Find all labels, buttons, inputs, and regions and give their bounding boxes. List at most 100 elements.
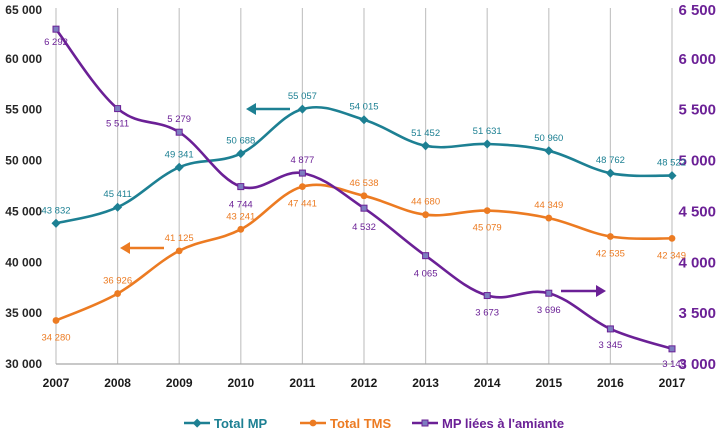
marker-tms <box>607 233 614 240</box>
right-axis-ticks: 3 000 3 500 4 000 4 500 5 000 5 500 6 000 6 500 <box>678 2 716 373</box>
annotation-arrow-tms-head <box>120 242 130 254</box>
data-label-amiante: 5 511 <box>106 119 129 130</box>
data-label-tms: 44 349 <box>534 200 563 211</box>
marker-amiante <box>545 289 553 297</box>
marker-tms <box>175 247 183 255</box>
annotation-arrow-amiante-head <box>596 285 606 297</box>
data-label-amiante: 3 149 <box>662 359 686 370</box>
x-tick-label: 2012 <box>351 376 378 390</box>
data-label-amiante: 4 877 <box>291 155 315 166</box>
data-label-amiante: 4 065 <box>414 269 438 280</box>
marker-mp <box>421 141 431 151</box>
left-tick-label: 60 000 <box>5 52 42 66</box>
data-label-tms: 45 079 <box>473 223 502 234</box>
x-tick-label: 2010 <box>227 376 254 390</box>
data-label-tms: 44 680 <box>411 197 440 208</box>
data-label-mp: 54 015 <box>349 102 378 113</box>
data-label-mp: 48 522 <box>657 158 686 169</box>
annotation-arrow-amiante <box>561 285 606 297</box>
series-lines <box>54 28 673 351</box>
legend-label-mp: Total MP <box>214 416 268 431</box>
x-tick-label: 2014 <box>474 376 501 390</box>
annotation-arrow-mp <box>246 103 290 115</box>
legend-item-mp: Total MP <box>184 416 268 431</box>
data-label-mp: 49 341 <box>165 149 194 160</box>
left-tick-label: 50 000 <box>5 154 42 168</box>
x-tick-label: 2016 <box>597 376 624 390</box>
data-label-mp: 55 057 <box>288 91 317 102</box>
right-tick-label: 6 500 <box>678 2 716 19</box>
right-tick-label: 4 000 <box>678 254 716 271</box>
legend-label-tms: Total TMS <box>330 416 391 431</box>
marker-mp <box>605 168 615 178</box>
data-label-amiante: 4 532 <box>352 222 376 233</box>
x-tick-label: 2013 <box>412 376 439 390</box>
legend-item-amiante: MP liées à l'amiante <box>412 416 564 431</box>
left-axis-ticks: 30 000 35 000 40 000 45 000 50 000 55 000 60 0… <box>5 3 42 371</box>
marker-amiante <box>360 204 368 212</box>
marker-tms <box>422 211 429 219</box>
data-label-tms: 47 441 <box>288 199 317 210</box>
marker-amiante <box>114 105 122 113</box>
right-tick-label: 4 500 <box>678 203 716 220</box>
marker-tms <box>483 207 491 215</box>
data-label-tms: 46 538 <box>349 178 378 189</box>
legend: Total MP Total TMS MP liées à l'amiante <box>184 416 564 431</box>
marker-amiante <box>298 169 306 177</box>
annotation-arrows <box>120 103 606 297</box>
x-tick-label: 2009 <box>166 376 193 390</box>
x-tick-label: 2017 <box>659 376 686 390</box>
data-label-tms: 34 280 <box>41 332 70 343</box>
data-label-amiante: 4 744 <box>229 200 253 211</box>
marker-amiante <box>483 292 491 300</box>
data-label-amiante: 5 279 <box>167 114 191 125</box>
marker-amiante <box>52 25 60 33</box>
legend-item-tms: Total TMS <box>300 416 391 431</box>
marker-mp <box>174 162 184 172</box>
data-label-mp: 51 631 <box>473 126 502 137</box>
marker-amiante <box>668 345 676 353</box>
marker-mp <box>297 104 307 114</box>
marker-mp <box>482 139 492 149</box>
data-label-mp: 51 452 <box>411 128 440 139</box>
right-tick-label: 5 000 <box>678 153 716 170</box>
marker-mp <box>544 146 554 156</box>
annotation-arrow-tms <box>120 242 164 254</box>
left-tick-label: 40 000 <box>5 255 42 269</box>
legend-marker-tms <box>309 419 317 427</box>
legend-label-amiante: MP liées à l'amiante <box>442 416 564 431</box>
annotation-arrow-mp-head <box>246 103 256 115</box>
marker-mp <box>51 218 61 228</box>
left-tick-label: 65 000 <box>5 3 42 17</box>
marker-tms <box>668 234 676 242</box>
left-tick-label: 45 000 <box>5 204 42 218</box>
data-label-amiante: 6 292 <box>44 37 68 48</box>
marker-mp <box>667 171 677 181</box>
right-tick-label: 6 000 <box>678 51 716 68</box>
series-line-amiante <box>54 28 673 351</box>
marker-tms <box>237 225 245 233</box>
marker-amiante <box>175 128 183 136</box>
marker-amiante <box>237 183 245 191</box>
left-tick-label: 55 000 <box>5 103 42 117</box>
marker-tms <box>360 192 368 200</box>
x-tick-label: 2011 <box>289 376 315 390</box>
left-tick-label: 30 000 <box>5 357 42 371</box>
legend-marker-mp <box>192 418 202 428</box>
data-label-tms: 36 926 <box>103 276 132 287</box>
data-label-tms: 42 349 <box>657 250 686 261</box>
data-label-amiante: 3 345 <box>599 340 623 351</box>
data-labels: 43 832 45 411 49 341 50 688 55 057 54 015 51 4… <box>41 37 686 370</box>
left-tick-label: 35 000 <box>5 306 42 320</box>
data-label-mp: 48 762 <box>596 155 625 166</box>
marker-mp <box>236 149 246 159</box>
marker-tms <box>114 290 121 297</box>
data-label-amiante: 3 673 <box>475 308 499 319</box>
data-label-mp: 45 411 <box>103 189 131 200</box>
series-line-tms <box>55 183 673 322</box>
marker-amiante <box>606 325 614 333</box>
x-tick-label: 2008 <box>104 376 131 390</box>
data-label-tms: 42 535 <box>596 249 625 260</box>
data-label-tms: 41 125 <box>165 233 194 244</box>
